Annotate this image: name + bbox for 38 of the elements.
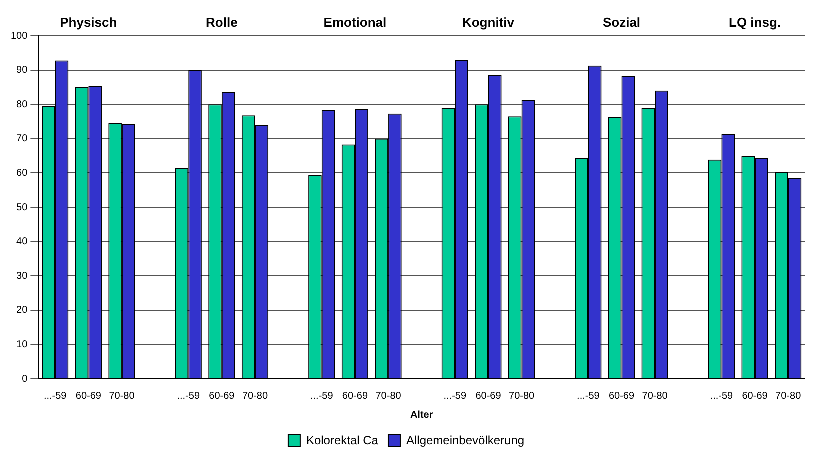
- x-tick-label: 60-69: [742, 390, 768, 402]
- x-axis-title: Alter: [410, 410, 434, 421]
- text: Physisch: [60, 15, 118, 30]
- x-tick-label: 60-69: [342, 390, 368, 402]
- text: Emotional: [324, 15, 387, 30]
- x-tick-label: 70-80: [242, 390, 268, 402]
- x-tick-label: 60-69: [209, 390, 236, 402]
- y-tick-label: 70: [16, 134, 28, 145]
- text: Sozial: [602, 15, 641, 30]
- x-tick-label: ...-59: [710, 390, 734, 402]
- text: LQ insg.: [729, 15, 782, 30]
- x-tick-label: ...-59: [444, 390, 467, 402]
- x-tick-label: ...-59: [177, 390, 200, 402]
- y-tick-label: 0: [22, 374, 28, 385]
- x-tick-label: 70-80: [376, 390, 402, 402]
- x-tick-label: 70-80: [642, 390, 668, 402]
- x-tick-label: 60-69: [608, 390, 635, 402]
- text: Rolle: [206, 15, 238, 30]
- y-tick-label: 20: [16, 305, 28, 316]
- text: Kognitiv: [462, 15, 516, 30]
- x-tick-label: 60-69: [476, 390, 502, 402]
- y-tick-label: 50: [16, 202, 28, 214]
- x-tick-label: 70-80: [109, 390, 136, 402]
- x-tick-label: 60-69: [76, 390, 102, 402]
- legend-label: Allgemeinbevölkerung: [406, 433, 525, 448]
- x-tick-label: ...-59: [44, 390, 68, 402]
- y-tick-label: 40: [16, 236, 28, 248]
- x-tick-label: ...-59: [310, 390, 334, 402]
- x-tick-label: ...-59: [577, 390, 600, 402]
- y-tick-label: 10: [16, 339, 28, 350]
- y-tick-label: 30: [16, 270, 28, 282]
- legend-label: Kolorektal Ca: [306, 433, 379, 448]
- x-tick-label: 70-80: [776, 390, 802, 402]
- y-tick-label: 90: [16, 65, 28, 76]
- x-tick-label: 70-80: [509, 390, 536, 402]
- y-tick-label: 60: [16, 168, 28, 179]
- y-tick-label: 80: [16, 99, 28, 110]
- y-tick-label: 100: [10, 30, 28, 42]
